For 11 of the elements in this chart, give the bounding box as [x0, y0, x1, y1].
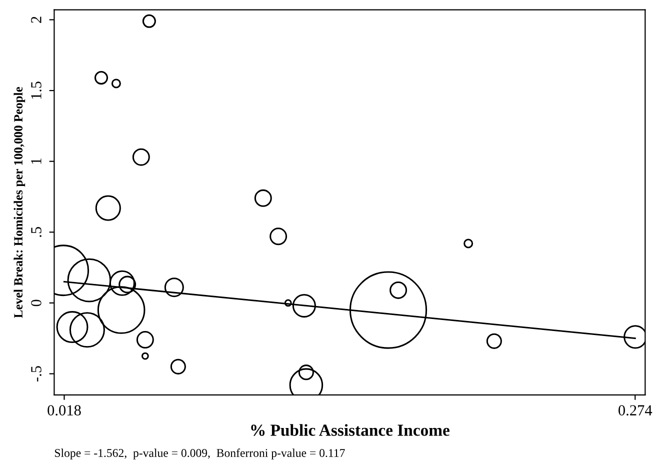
y-axis-title: Level Break: Homicides per 100,000 People	[14, 87, 26, 318]
text: Slope = -1.562, p-value = 0.009, Bonferroni p-value = 0.117	[54, 448, 345, 460]
x-tick-label: 0.018	[48, 405, 81, 416]
y-tick-label: .5	[31, 227, 42, 237]
y-tick-label: 1.5	[31, 82, 42, 99]
y-tick-label: 0	[31, 300, 42, 306]
y-tick-label: 1	[31, 158, 42, 164]
y-tick-label: 2	[31, 16, 42, 23]
x-tick-label: 0.274	[618, 405, 652, 416]
y-tick-label: -.5	[31, 366, 42, 382]
x-axis-title: % Public Assistance Income	[251, 424, 450, 436]
